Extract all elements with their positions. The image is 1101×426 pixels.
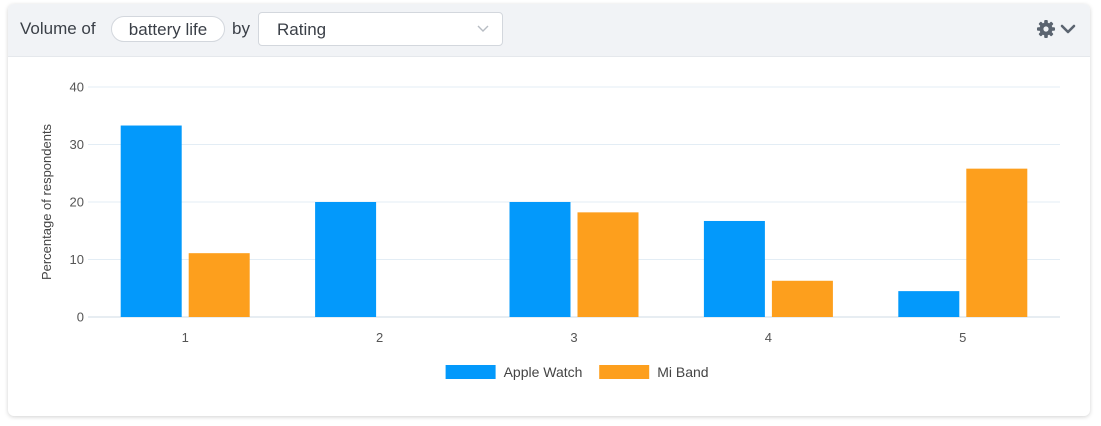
y-tick-label: 0 bbox=[77, 310, 84, 325]
chart-header: Volume of battery life by Rating bbox=[8, 4, 1090, 57]
x-tick-label: 3 bbox=[570, 330, 577, 345]
x-tick-label: 4 bbox=[765, 330, 772, 345]
legend-swatch bbox=[599, 365, 650, 379]
legend-label: Mi Band bbox=[657, 364, 708, 380]
chart-card: Volume of battery life by Rating bbox=[8, 4, 1090, 416]
header-prefix: Volume of bbox=[20, 19, 96, 38]
y-tick-label: 20 bbox=[70, 195, 84, 210]
group-by-value: Rating bbox=[277, 20, 327, 39]
bar-apple-watch bbox=[509, 202, 571, 317]
bar-apple-watch bbox=[703, 220, 765, 317]
chevron-down-icon bbox=[1060, 24, 1076, 34]
y-axis-label: Percentage of respondents bbox=[39, 123, 54, 280]
bar-chart: 0 10 20 30 40 Percentage of respondents 1 2 3 4 5 A… bbox=[39, 80, 1060, 380]
x-tick-label: 5 bbox=[959, 330, 966, 345]
bar-apple-watch bbox=[898, 291, 960, 317]
chevron-down-icon bbox=[477, 25, 489, 32]
bar-mi-band bbox=[577, 212, 639, 317]
legend-swatch bbox=[445, 365, 496, 379]
group-by-select[interactable]: Rating bbox=[258, 12, 503, 46]
settings-menu-button[interactable] bbox=[1036, 19, 1078, 41]
bar-mi-band bbox=[771, 280, 833, 317]
y-tick-label: 10 bbox=[70, 252, 84, 267]
gear-icon bbox=[1037, 20, 1055, 38]
x-tick-label: 2 bbox=[376, 330, 383, 345]
bar-apple-watch bbox=[315, 202, 377, 317]
y-tick-label: 40 bbox=[70, 80, 84, 95]
bar-mi-band bbox=[188, 253, 250, 317]
header-by: by bbox=[232, 19, 250, 38]
x-tick-label: 1 bbox=[182, 330, 189, 345]
bar-mi-band bbox=[966, 168, 1028, 317]
topic-pill[interactable]: battery life bbox=[111, 16, 225, 42]
y-tick-label: 30 bbox=[70, 137, 84, 152]
legend-label: Apple Watch bbox=[504, 364, 583, 380]
bar-apple-watch bbox=[120, 125, 182, 318]
